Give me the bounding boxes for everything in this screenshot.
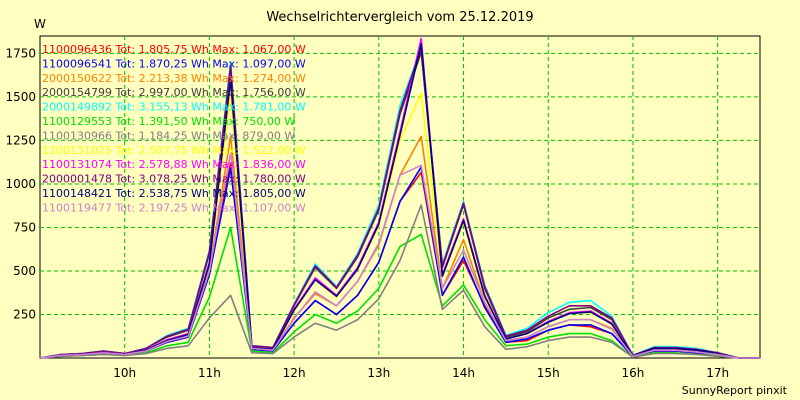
- series-line-12: [39, 151, 760, 359]
- chart-title: Wechselrichtervergleich vom 25.12.2019: [266, 10, 534, 25]
- legend-entry: 2000149892 Tot: 3.155,13 Wh Max: 1.781,0…: [42, 101, 306, 114]
- x-tick-label: 13h: [367, 366, 390, 380]
- y-tick-label: 500: [13, 264, 36, 278]
- y-tick-label: 1250: [5, 133, 36, 147]
- axes: 10h 11h 12h 13h 14h 15h 16h 17h 250 500 750 1000 125…: [5, 46, 729, 380]
- legend-entry: 1100129553 Tot: 1.391,50 Wh Max: 750,00 …: [42, 115, 295, 128]
- y-tick-label: 1000: [5, 177, 36, 191]
- plot-area: [39, 35, 761, 359]
- legend: 1100096436 Tot: 1.805,75 Wh Max: 1.067,0…: [42, 43, 306, 214]
- y-tick-label: 250: [13, 307, 36, 321]
- y-axis-unit: W: [34, 17, 46, 31]
- x-tick-label: 11h: [198, 366, 221, 380]
- x-tick-label: 14h: [452, 366, 475, 380]
- legend-entry: 1100119477 Tot: 2.197,25 Wh Max: 1.107,0…: [42, 201, 306, 214]
- legend-entry: 1100096541 Tot: 1.870,25 Wh Max: 1.097,0…: [42, 57, 306, 70]
- x-tick-label: 12h: [283, 366, 306, 380]
- series-group: [39, 37, 760, 359]
- legend-entry: 1100130966 Tot: 1.184,25 Wh Max: 879,00 …: [42, 129, 295, 142]
- legend-entry: 2000150622 Tot: 2.213,38 Wh Max: 1.274,0…: [42, 72, 306, 85]
- y-tick-label: 1750: [5, 46, 36, 60]
- legend-entry: 1100131025 Tot: 2.507,75 Wh Max: 1.522,0…: [42, 144, 306, 157]
- footer-credit: SunnyReport pinxit: [681, 384, 787, 397]
- x-tick-label: 10h: [113, 366, 136, 380]
- y-tick-label: 1500: [5, 90, 36, 104]
- legend-entry: 1100131074 Tot: 2.578,88 Wh Max: 1.836,0…: [42, 158, 306, 171]
- x-tick-label: 16h: [622, 366, 645, 380]
- series-line-7: [39, 204, 760, 359]
- legend-entry: 1100096436 Tot: 1.805,75 Wh Max: 1.067,0…: [42, 43, 306, 56]
- legend-entry: 2000154799 Tot: 2.997,00 Wh Max: 1.756,0…: [42, 86, 306, 99]
- legend-entry: 2000001478 Tot: 3.078,25 Wh Max: 1.780,0…: [42, 173, 306, 186]
- y-tick-label: 750: [13, 220, 36, 234]
- x-tick-label: 17h: [706, 366, 729, 380]
- legend-entry: 1100148421 Tot: 2.538,75 Wh Max: 1.805,0…: [42, 187, 306, 200]
- x-tick-label: 15h: [537, 366, 560, 380]
